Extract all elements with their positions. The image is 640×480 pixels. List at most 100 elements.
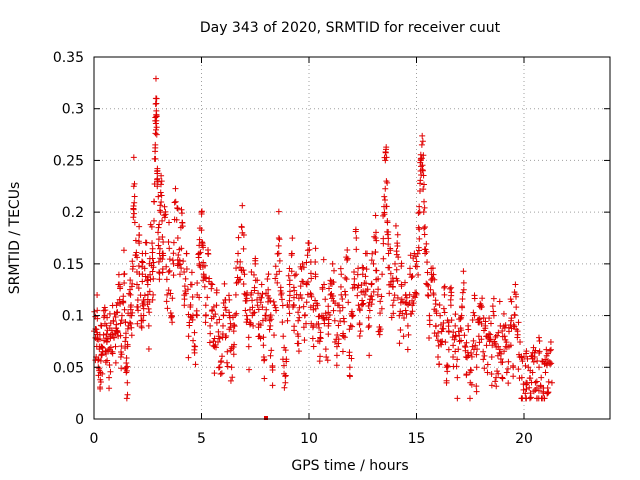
data-point — [220, 312, 227, 319]
data-point — [95, 357, 102, 364]
x-axis-label: GPS time / hours — [291, 458, 408, 474]
data-point — [189, 294, 196, 301]
data-point — [353, 235, 360, 241]
data-point — [361, 291, 368, 298]
data-point — [494, 332, 501, 339]
data-point — [171, 199, 178, 206]
data-point — [124, 379, 131, 386]
data-point — [127, 320, 134, 327]
data-point — [188, 281, 195, 288]
data-point — [279, 319, 286, 326]
data-point — [339, 304, 346, 311]
data-point — [417, 177, 424, 184]
data-point — [313, 300, 320, 307]
data-point — [330, 307, 337, 314]
data-point — [192, 361, 199, 368]
data-point — [372, 235, 379, 241]
data-point — [344, 246, 351, 253]
data-point — [129, 258, 136, 265]
data-point — [124, 341, 131, 348]
data-point — [117, 332, 124, 339]
data-point — [493, 343, 500, 350]
data-point — [154, 175, 161, 182]
data-point — [310, 302, 317, 309]
data-point — [104, 314, 111, 321]
data-point — [507, 296, 514, 303]
data-point — [265, 271, 272, 278]
data-point — [359, 301, 366, 308]
data-point — [295, 340, 302, 347]
data-point — [233, 310, 240, 317]
data-point — [398, 260, 405, 267]
data-point — [446, 285, 453, 292]
data-point — [398, 296, 405, 303]
data-point — [231, 341, 238, 348]
data-point — [153, 124, 160, 131]
data-point — [211, 335, 218, 342]
data-point — [441, 283, 448, 290]
data-point — [330, 279, 337, 286]
data-point — [269, 367, 276, 374]
data-point — [126, 290, 133, 297]
data-point — [180, 258, 187, 265]
data-point — [202, 302, 209, 309]
data-point — [478, 304, 485, 311]
data-point — [133, 249, 140, 256]
data-point — [532, 379, 539, 386]
data-point — [230, 328, 237, 335]
data-point — [222, 304, 229, 311]
data-point — [153, 95, 160, 102]
data-point — [432, 301, 439, 308]
data-point — [421, 181, 428, 188]
data-point — [335, 336, 342, 343]
data-point — [157, 189, 164, 196]
data-point — [109, 302, 116, 309]
data-point — [448, 317, 455, 324]
data-point — [503, 344, 510, 351]
data-point — [372, 229, 379, 236]
data-point — [112, 359, 119, 366]
data-point — [131, 219, 138, 226]
data-point — [128, 324, 135, 331]
data-point — [453, 363, 460, 370]
data-point — [139, 259, 146, 266]
data-point — [337, 307, 344, 314]
data-point — [150, 291, 157, 298]
data-point — [444, 368, 451, 375]
data-point — [197, 249, 204, 256]
data-point — [471, 295, 478, 302]
data-point — [97, 384, 104, 391]
data-point — [423, 240, 430, 247]
data-point — [97, 379, 104, 386]
data-point — [402, 292, 409, 299]
data-point — [345, 299, 352, 306]
data-point — [325, 320, 332, 327]
data-point — [167, 290, 174, 297]
data-point — [271, 332, 278, 339]
data-point — [155, 229, 162, 236]
data-point — [451, 336, 458, 343]
data-point — [533, 378, 540, 385]
data-point — [97, 322, 104, 329]
data-point — [548, 360, 555, 367]
data-point — [183, 250, 190, 257]
data-point — [112, 343, 119, 350]
data-point — [118, 348, 125, 355]
data-point — [334, 302, 341, 309]
data-point — [458, 327, 465, 334]
data-point — [235, 276, 242, 283]
data-point — [103, 330, 110, 337]
data-point — [283, 358, 290, 365]
data-point — [225, 292, 232, 299]
data-point — [408, 310, 415, 317]
data-point — [135, 262, 142, 269]
data-point — [518, 354, 525, 361]
data-point — [159, 217, 166, 224]
data-point — [156, 270, 163, 277]
data-point — [117, 283, 124, 290]
data-point — [385, 241, 392, 248]
data-point — [106, 385, 113, 392]
data-point — [511, 312, 518, 319]
data-point — [193, 307, 200, 314]
data-point — [262, 316, 269, 323]
